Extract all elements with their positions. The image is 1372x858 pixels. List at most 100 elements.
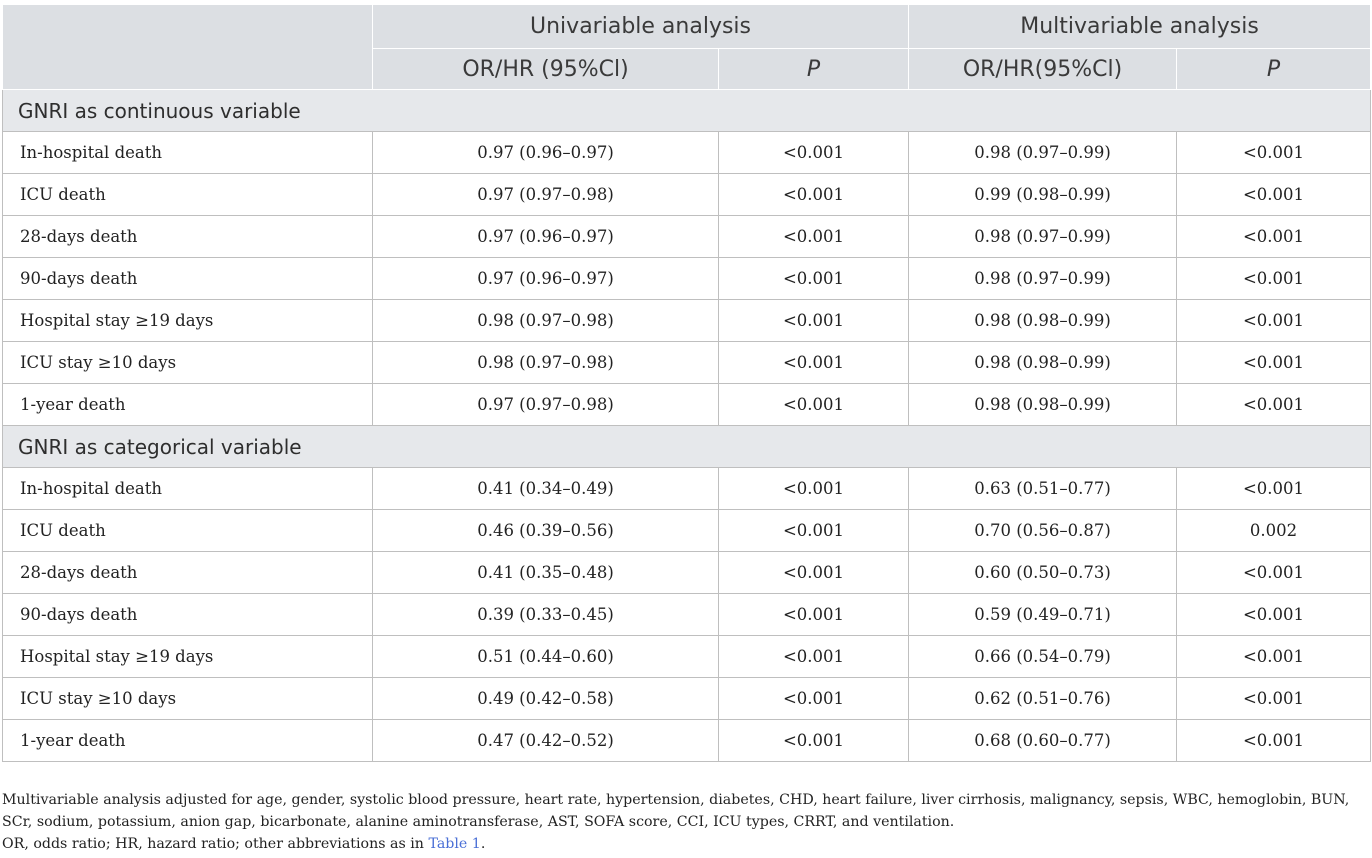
footnote-abbrev-text: OR, odds ratio; HR, hazard ratio; other … — [2, 836, 429, 852]
multi-or-cell: 0.98 (0.97–0.99) — [908, 215, 1178, 258]
multi-p-cell: <0.001 — [1176, 341, 1372, 384]
footnote-adjustment: Multivariable analysis adjusted for age,… — [2, 792, 1350, 830]
table-body: GNRI as continuous variable In-hospital … — [1, 89, 1372, 762]
uni-or-cell: 0.51 (0.44–0.60) — [372, 635, 719, 678]
header-multivariable: Multivariable analysis — [908, 4, 1372, 49]
multi-or-cell: 0.62 (0.51–0.76) — [908, 677, 1178, 720]
multi-p-cell: 0.002 — [1176, 509, 1372, 552]
uni-or-cell: 0.97 (0.97–0.98) — [372, 173, 719, 216]
table-footnotes: Multivariable analysis adjusted for age,… — [2, 789, 1370, 855]
row-label: Hospital stay ≥19 days — [2, 635, 373, 678]
table-row: 28-days death 0.97 (0.96–0.97) <0.001 0.… — [2, 215, 1372, 258]
uni-or-cell: 0.98 (0.97–0.98) — [372, 341, 719, 384]
section-row: GNRI as categorical variable — [1, 425, 1372, 468]
subheader-multi-p: P — [1176, 48, 1372, 90]
multi-or-cell: 0.98 (0.97–0.99) — [908, 257, 1178, 300]
multi-or-cell: 0.98 (0.98–0.99) — [908, 383, 1178, 426]
table-row: ICU stay ≥10 days 0.49 (0.42–0.58) <0.00… — [2, 677, 1372, 720]
uni-p-cell: <0.001 — [717, 509, 910, 552]
uni-p-cell: <0.001 — [717, 383, 910, 426]
uni-p-cell: <0.001 — [717, 131, 910, 174]
uni-p-cell: <0.001 — [717, 257, 910, 300]
row-label: ICU death — [2, 173, 373, 216]
multi-p-cell: <0.001 — [1176, 467, 1372, 510]
uni-or-cell: 0.97 (0.96–0.97) — [372, 215, 719, 258]
multi-p-cell: <0.001 — [1176, 635, 1372, 678]
uni-p-cell: <0.001 — [717, 551, 910, 594]
section-row: GNRI as continuous variable — [1, 89, 1372, 132]
multi-p-cell: <0.001 — [1176, 173, 1372, 216]
uni-p-cell: <0.001 — [717, 677, 910, 720]
uni-p-cell: <0.001 — [717, 467, 910, 510]
uni-or-cell: 0.97 (0.96–0.97) — [372, 257, 719, 300]
uni-p-cell: <0.001 — [717, 635, 910, 678]
table-row: In-hospital death 0.41 (0.34–0.49) <0.00… — [2, 467, 1372, 510]
uni-or-cell: 0.49 (0.42–0.58) — [372, 677, 719, 720]
uni-or-cell: 0.97 (0.96–0.97) — [372, 131, 719, 174]
multi-p-cell: <0.001 — [1176, 593, 1372, 636]
uni-p-cell: <0.001 — [717, 173, 910, 216]
subheader-uni-p: P — [717, 48, 910, 90]
multi-p-cell: <0.001 — [1176, 131, 1372, 174]
multi-or-cell: 0.66 (0.54–0.79) — [908, 635, 1178, 678]
multi-or-cell: 0.98 (0.98–0.99) — [908, 341, 1178, 384]
subheader-multi-or: OR/HR(95%Cl) — [908, 48, 1178, 90]
table-row: 1-year death 0.97 (0.97–0.98) <0.001 0.9… — [2, 383, 1372, 426]
uni-or-cell: 0.46 (0.39–0.56) — [372, 509, 719, 552]
row-label: 1-year death — [2, 719, 373, 762]
row-label: ICU stay ≥10 days — [2, 341, 373, 384]
table-row: ICU death 0.97 (0.97–0.98) <0.001 0.99 (… — [2, 173, 1372, 216]
table-row: 90-days death 0.39 (0.33–0.45) <0.001 0.… — [2, 593, 1372, 636]
multi-or-cell: 0.98 (0.98–0.99) — [908, 299, 1178, 342]
uni-p-cell: <0.001 — [717, 341, 910, 384]
header-row-sub: OR/HR (95%Cl) P OR/HR(95%Cl) P — [3, 48, 1372, 90]
multi-p-cell: <0.001 — [1176, 551, 1372, 594]
header-univariable: Univariable analysis — [371, 4, 910, 49]
multi-p-cell: <0.001 — [1176, 719, 1372, 762]
multi-or-cell: 0.60 (0.50–0.73) — [908, 551, 1178, 594]
table-row: Hospital stay ≥19 days 0.51 (0.44–0.60) … — [2, 635, 1372, 678]
multi-p-cell: <0.001 — [1176, 257, 1372, 300]
row-label: In-hospital death — [2, 467, 373, 510]
row-label: 1-year death — [2, 383, 373, 426]
uni-or-cell: 0.97 (0.97–0.98) — [372, 383, 719, 426]
row-label: 90-days death — [2, 257, 373, 300]
multi-or-cell: 0.70 (0.56–0.87) — [908, 509, 1178, 552]
table-row: ICU death 0.46 (0.39–0.56) <0.001 0.70 (… — [2, 509, 1372, 552]
row-label: In-hospital death — [2, 131, 373, 174]
section-title: GNRI as categorical variable — [1, 425, 1372, 468]
row-label: 90-days death — [2, 593, 373, 636]
row-label: ICU stay ≥10 days — [2, 677, 373, 720]
footnote-abbreviations: OR, odds ratio; HR, hazard ratio; other … — [2, 833, 1370, 855]
multi-or-cell: 0.99 (0.98–0.99) — [908, 173, 1178, 216]
table-row: In-hospital death 0.97 (0.96–0.97) <0.00… — [2, 131, 1372, 174]
results-table: Univariable analysis Multivariable analy… — [1, 4, 1372, 762]
multi-or-cell: 0.98 (0.97–0.99) — [908, 131, 1178, 174]
uni-or-cell: 0.41 (0.34–0.49) — [372, 467, 719, 510]
table-row: 28-days death 0.41 (0.35–0.48) <0.001 0.… — [2, 551, 1372, 594]
multi-or-cell: 0.68 (0.60–0.77) — [908, 719, 1178, 762]
table-row: 1-year death 0.47 (0.42–0.52) <0.001 0.6… — [2, 719, 1372, 762]
multi-or-cell: 0.59 (0.49–0.71) — [908, 593, 1178, 636]
uni-p-cell: <0.001 — [717, 593, 910, 636]
row-label: 28-days death — [2, 551, 373, 594]
multi-p-cell: <0.001 — [1176, 215, 1372, 258]
uni-p-cell: <0.001 — [717, 215, 910, 258]
table-1-link[interactable]: Table 1 — [428, 836, 481, 852]
results-table-container: Univariable analysis Multivariable analy… — [1, 4, 1372, 762]
uni-p-cell: <0.001 — [717, 299, 910, 342]
table-row: Hospital stay ≥19 days 0.98 (0.97–0.98) … — [2, 299, 1372, 342]
uni-or-cell: 0.98 (0.97–0.98) — [372, 299, 719, 342]
multi-p-cell: <0.001 — [1176, 677, 1372, 720]
subheader-uni-or: OR/HR (95%Cl) — [372, 48, 719, 90]
header-blank-cell — [2, 4, 373, 90]
row-label: ICU death — [2, 509, 373, 552]
uni-or-cell: 0.47 (0.42–0.52) — [372, 719, 719, 762]
multi-or-cell: 0.63 (0.51–0.77) — [908, 467, 1178, 510]
uni-p-cell: <0.001 — [717, 719, 910, 762]
table-row: ICU stay ≥10 days 0.98 (0.97–0.98) <0.00… — [2, 341, 1372, 384]
multi-p-cell: <0.001 — [1176, 383, 1372, 426]
uni-or-cell: 0.39 (0.33–0.45) — [372, 593, 719, 636]
row-label: Hospital stay ≥19 days — [2, 299, 373, 342]
table-row: 90-days death 0.97 (0.96–0.97) <0.001 0.… — [2, 257, 1372, 300]
